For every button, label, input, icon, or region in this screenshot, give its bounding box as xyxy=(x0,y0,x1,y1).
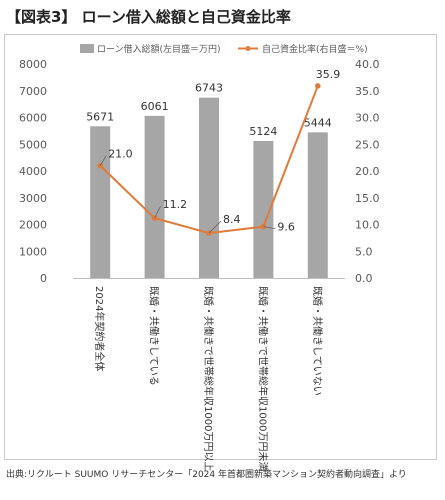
bar xyxy=(90,126,111,278)
line-label-leader xyxy=(208,220,222,234)
line-label-leader xyxy=(263,226,276,230)
y-right-tick-label: 35.0 xyxy=(355,85,380,98)
line-value-label: 9.6 xyxy=(277,221,295,234)
y-right-tick-label: 5.0 xyxy=(355,245,373,258)
line-point xyxy=(315,83,321,89)
y-left-tick-label: 2000 xyxy=(19,219,47,232)
x-category-label: 2024年契約者全体 xyxy=(93,286,106,371)
y-left-tick-label: 0 xyxy=(40,272,47,285)
y-right-tick-label: 10.0 xyxy=(355,219,380,232)
y-left-tick-label: 3000 xyxy=(19,192,47,205)
y-right-tick-label: 15.0 xyxy=(355,192,380,205)
x-category-label: 既婚・共働きで世帯総年収1000万円未満 xyxy=(256,286,269,471)
y-left-tick-label: 8000 xyxy=(19,58,47,71)
bar-value-label: 6743 xyxy=(195,82,223,95)
line-label-leader xyxy=(154,205,161,219)
chart-title: 【図表3】 ローン借入総額と自己資金比率 xyxy=(6,8,291,26)
x-category-label: 既婚・共働きしていない xyxy=(311,286,324,396)
line-value-label: 21.0 xyxy=(108,148,133,161)
x-category-label: 既婚・共働きしている xyxy=(148,286,161,386)
line-value-label: 11.2 xyxy=(163,198,188,211)
bar xyxy=(144,115,165,278)
y-right-tick-label: 40.0 xyxy=(355,58,380,71)
legend-bar-label: ローン借入総額(左目盛＝万円) xyxy=(97,43,221,55)
y-right-tick-label: 25.0 xyxy=(355,138,380,151)
bar-value-label: 5124 xyxy=(249,125,277,138)
bar-value-label: 5671 xyxy=(86,110,114,123)
bar-value-label: 5444 xyxy=(304,116,332,129)
y-left-tick-label: 5000 xyxy=(19,138,47,151)
y-left-tick-label: 1000 xyxy=(19,245,47,258)
legend-line-marker xyxy=(245,46,251,51)
legend-line-label: 自己資金比率(右目盛＝%) xyxy=(262,43,368,55)
line-value-label: 35.9 xyxy=(316,68,341,81)
y-right-tick-label: 20.0 xyxy=(355,165,380,178)
y-left-tick-label: 4000 xyxy=(19,165,47,178)
y-right-tick-label: 30.0 xyxy=(355,112,380,125)
source-note: 出典:リクルート SUUMO リサーチセンター「2024 年首都圏新築マンション… xyxy=(6,470,407,480)
y-left-tick-label: 7000 xyxy=(19,85,47,98)
bar-value-label: 6061 xyxy=(141,100,169,113)
bar xyxy=(307,132,328,278)
line-label-leader xyxy=(99,155,107,166)
line-value-label: 8.4 xyxy=(223,213,241,226)
bar xyxy=(253,140,274,278)
y-right-tick-label: 0.0 xyxy=(355,272,373,285)
bar xyxy=(199,97,219,278)
y-left-tick-label: 6000 xyxy=(19,112,47,125)
legend-bar-swatch xyxy=(80,44,94,53)
x-category-label: 既婚・共働きで世帯総年収1000万円以上 xyxy=(202,286,215,471)
chart-frame xyxy=(4,34,437,460)
